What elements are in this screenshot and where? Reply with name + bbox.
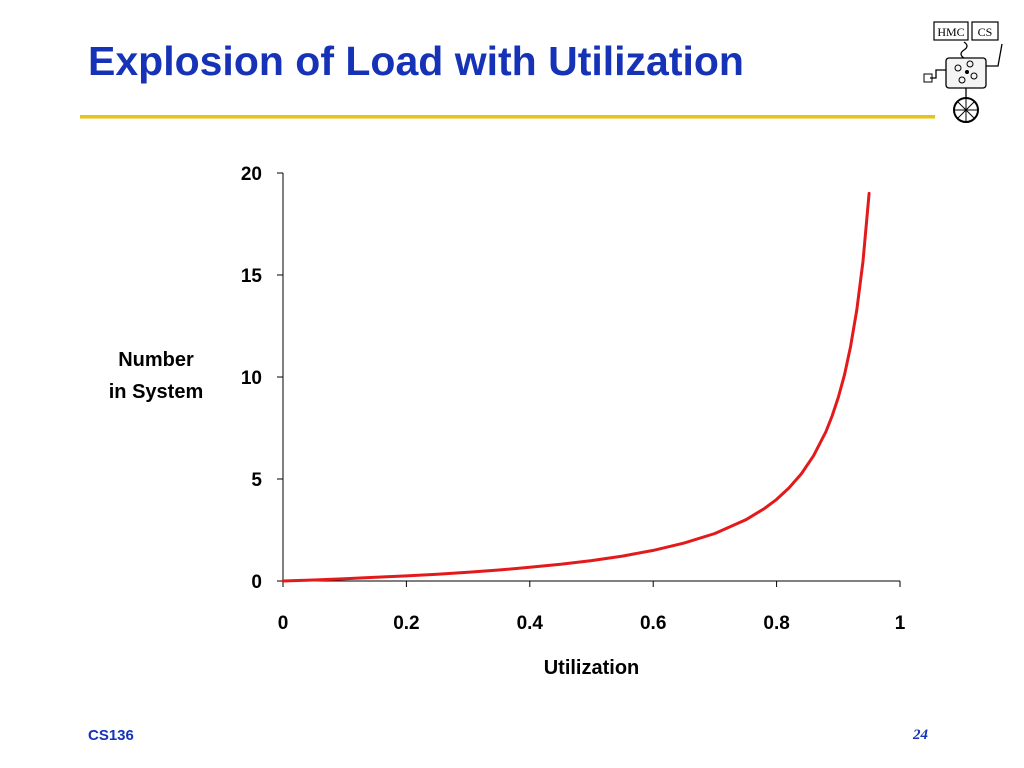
x-tick-label: 0.4: [517, 613, 544, 634]
y-axis-label: in System: [109, 381, 203, 403]
footer-course-label: CS136: [88, 727, 134, 744]
svg-text:CS: CS: [978, 25, 993, 39]
series-line: [281, 191, 871, 583]
y-axis-label: Number: [118, 349, 194, 371]
y-tick-label: 5: [251, 470, 262, 491]
x-axis-label: Utilization: [544, 657, 640, 679]
hmc-cs-logo-icon: HMC CS: [923, 21, 1003, 123]
x-tick-label: 0.2: [393, 613, 419, 634]
y-tick-label: 10: [241, 368, 262, 389]
title-divider: [80, 115, 935, 119]
page-number: 24: [913, 727, 928, 743]
x-tick-label: 0.6: [640, 613, 666, 634]
x-tick-label: 0.8: [763, 613, 789, 634]
x-tick-label: 1: [895, 613, 906, 634]
y-tick-label: 0: [251, 572, 262, 593]
svg-text:HMC: HMC: [937, 25, 964, 39]
y-tick-label: 15: [241, 266, 263, 287]
slide-title: Explosion of Load with Utilization: [88, 38, 744, 84]
x-tick-label: 0: [278, 613, 289, 634]
y-tick-label: 20: [241, 164, 262, 185]
